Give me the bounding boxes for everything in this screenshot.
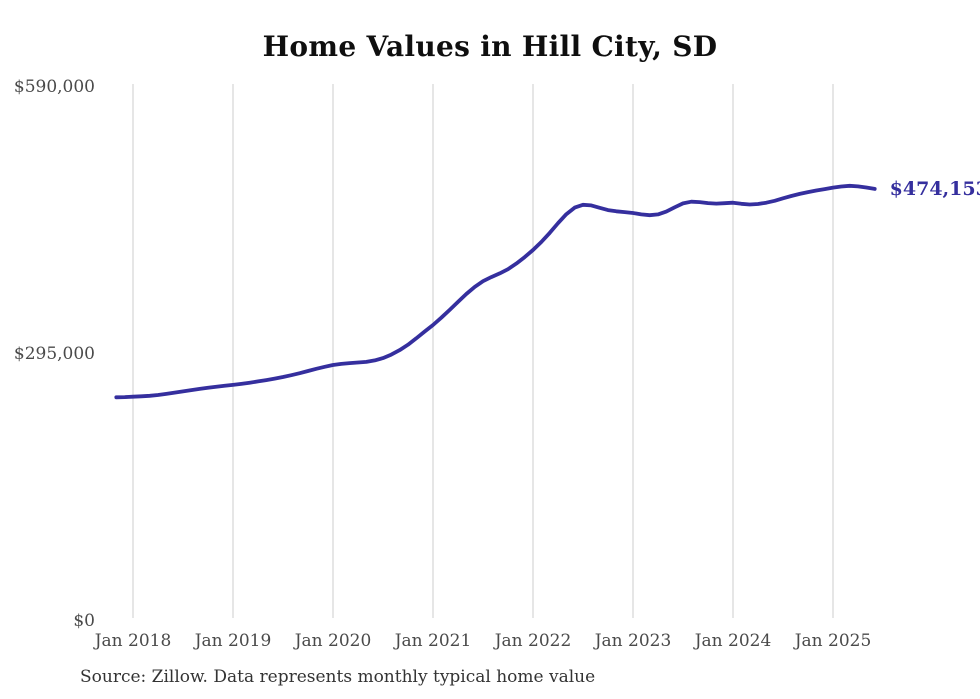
x-axis-label: Jan 2024 [693,631,772,651]
x-axis-label: Jan 2018 [93,631,172,651]
source-note: Source: Zillow. Data represents monthly … [80,667,596,687]
value-line [114,183,877,400]
chart-title: Home Values in Hill City, SD [262,30,718,63]
x-axis-label: Jan 2025 [793,631,872,651]
x-axis-label: Jan 2020 [293,631,372,651]
y-axis-label: $590,000 [14,77,95,97]
x-axis-label: Jan 2021 [393,631,472,651]
y-axis-label: $0 [73,611,95,631]
x-axis-label: Jan 2022 [493,631,572,651]
current-value-label: $474,153 [889,177,980,200]
x-axis-label: Jan 2023 [593,631,672,651]
y-axis-label: $295,000 [14,344,95,364]
x-axis-label: Jan 2019 [193,631,272,651]
